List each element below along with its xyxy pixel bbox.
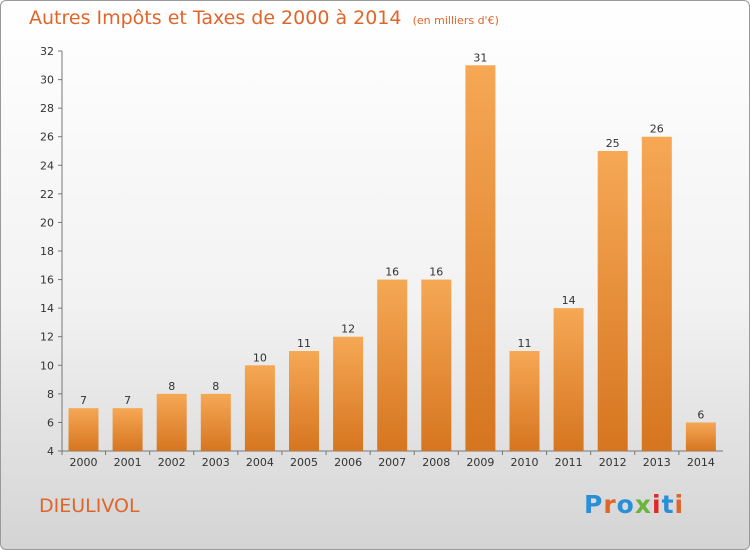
logo-letter: o (616, 490, 635, 519)
y-tick-label: 28 (40, 102, 54, 115)
y-tick-label: 32 (40, 45, 54, 58)
bar (597, 151, 628, 451)
x-tick-label: 2000 (70, 456, 98, 469)
proxiti-logo[interactable]: Proxiti (584, 490, 684, 519)
y-tick-label: 6 (47, 416, 54, 429)
y-tick-label: 26 (40, 131, 54, 144)
x-tick-label: 2005 (290, 456, 318, 469)
data-label: 11 (518, 337, 532, 350)
y-tick-label: 18 (40, 245, 54, 258)
bar (333, 336, 364, 451)
data-label: 8 (212, 380, 219, 393)
data-label: 7 (124, 394, 131, 407)
bars (68, 65, 716, 452)
bar (289, 351, 319, 451)
x-tick-label: 2004 (246, 456, 274, 469)
x-tick-label: 2006 (334, 456, 362, 469)
bar (377, 279, 408, 451)
y-tick-label: 10 (40, 359, 54, 372)
data-label: 25 (606, 137, 620, 150)
data-label: 11 (297, 337, 311, 350)
logo-letter: i (674, 490, 685, 519)
bar-chart: 4 6 8 10 12 14 16 18 20 22 24 26 28 30 32 2000 2001 2002 2… (40, 45, 723, 469)
data-label: 10 (253, 351, 267, 364)
bar (553, 308, 584, 451)
y-tick-label: 20 (40, 216, 54, 229)
x-tick-label: 2008 (422, 456, 450, 469)
bar (421, 279, 452, 451)
logo-letter: P (584, 490, 604, 519)
data-label: 26 (650, 123, 664, 136)
chart-header: Autres Impôts et Taxes de 2000 à 2014 (e… (29, 7, 499, 29)
town-name: DIEULIVOL (39, 495, 140, 517)
data-label: 16 (429, 266, 443, 279)
bar (465, 65, 496, 452)
data-label: 16 (385, 266, 399, 279)
x-tick-label: 2012 (599, 456, 627, 469)
logo-letter: r (603, 490, 617, 519)
logo-letter: i (652, 490, 662, 519)
data-labels: 7 7 8 8 10 11 12 16 16 31 11 14 25 26 6 (80, 51, 704, 421)
bar (685, 422, 716, 451)
y-tick-label: 8 (47, 388, 54, 401)
logo-letter: t (661, 490, 675, 519)
data-label: 12 (341, 323, 355, 336)
bar (68, 408, 99, 451)
bar (244, 365, 275, 451)
x-tick-label: 2007 (378, 456, 406, 469)
y-tick-label: 24 (40, 159, 54, 172)
x-tick-label: 2002 (158, 456, 186, 469)
y-tick-label: 12 (40, 331, 54, 344)
data-label: 14 (562, 294, 576, 307)
y-tick-label: 4 (47, 445, 54, 458)
data-label: 7 (80, 394, 87, 407)
y-tick-label: 30 (40, 74, 54, 87)
x-tick-label: 2001 (114, 456, 142, 469)
y-tick-label: 16 (40, 274, 54, 287)
chart-title: Autres Impôts et Taxes de 2000 à 2014 (29, 7, 402, 29)
x-tick-label: 2014 (687, 456, 715, 469)
bar (156, 393, 187, 451)
data-label: 8 (168, 380, 175, 393)
x-tick-label: 2011 (555, 456, 583, 469)
x-tick-label: 2003 (202, 456, 230, 469)
y-tick-label: 14 (40, 302, 54, 315)
x-tick-label: 2010 (511, 456, 539, 469)
bar (112, 408, 143, 451)
x-tick-label: 2013 (643, 456, 671, 469)
chart-subtitle: (en milliers d'€) (412, 14, 499, 27)
bar (509, 351, 540, 451)
x-tick-label: 2009 (466, 456, 494, 469)
bar (200, 393, 231, 451)
data-label: 31 (473, 51, 487, 64)
y-tick-label: 22 (40, 188, 54, 201)
data-label: 6 (697, 408, 704, 421)
bar (641, 136, 672, 451)
logo-letter: x (634, 490, 652, 519)
